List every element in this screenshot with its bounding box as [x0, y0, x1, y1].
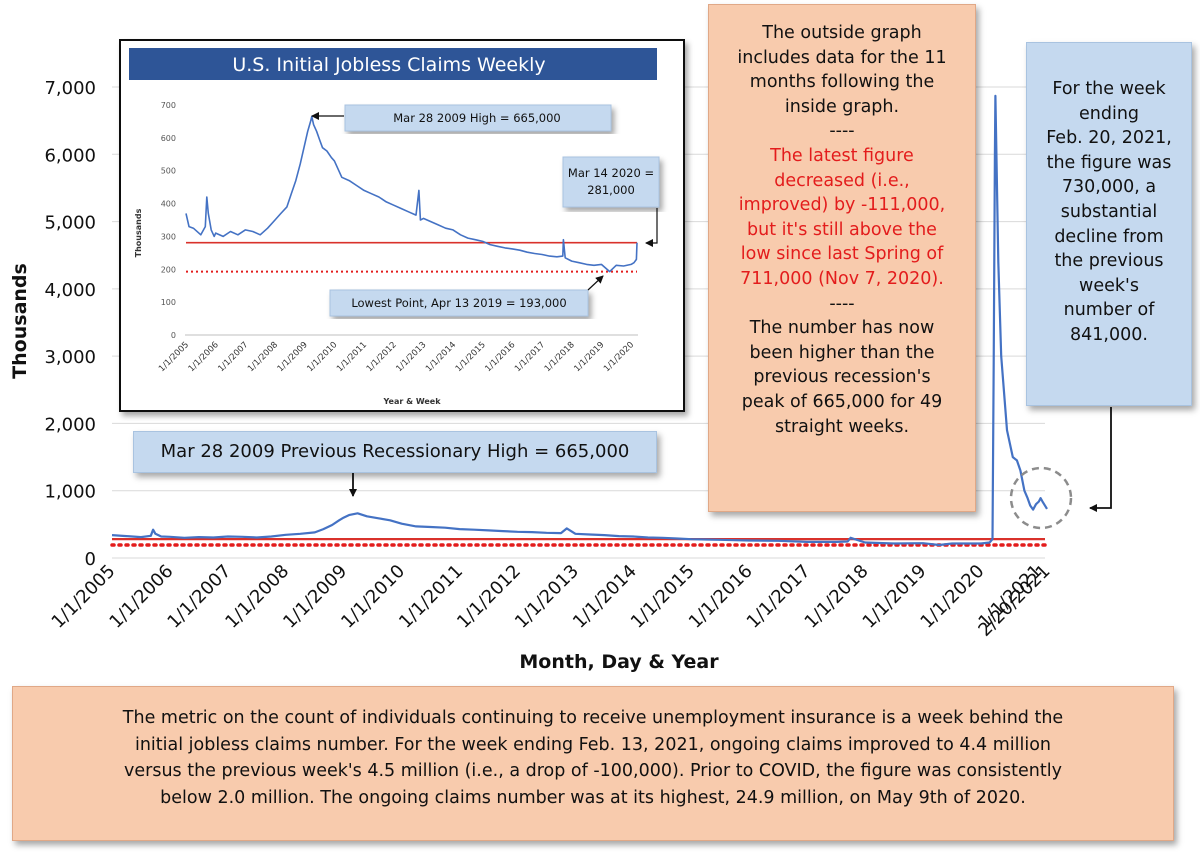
inset-low-label: Lowest Point, Apr 13 2019 = 193,000 [351, 296, 566, 310]
center-note-red-line: improved) by -111,000, [738, 195, 946, 216]
inset-high-label: Mar 28 2009 High = 665,000 [393, 111, 561, 125]
center-note-red-line: low since last Spring of [740, 244, 944, 265]
inset-y-tick-label: 500 [161, 167, 176, 176]
inset-mar14-arrow [645, 208, 658, 247]
center-note-line: straight weeks. [774, 416, 910, 437]
right-note-line: 841,000. [1070, 324, 1148, 345]
right-note-line: Feb. 20, 2021, [1046, 128, 1172, 149]
center-note-red-line: The latest figure [770, 145, 914, 166]
inset-mar14-label-line: 281,000 [587, 183, 635, 197]
right-note-line: substantial [1060, 201, 1158, 222]
outer-y-tick-label: 2,000 [44, 414, 96, 435]
center-note-separator: ---- [829, 293, 855, 314]
inset-mar14-label-box [562, 156, 660, 208]
center-note-line: previous recession's [753, 367, 931, 388]
inset-y-tick-label: 600 [161, 134, 176, 143]
inset-frame [119, 39, 685, 412]
continuing-claims-note: The metric on the count of individuals c… [12, 686, 1174, 841]
center-note-line: The outside graph [762, 23, 922, 43]
outer-graph-explanation-note: The outside graph includes data for the … [708, 4, 976, 512]
center-note-line: months following the [749, 72, 935, 93]
center-note-line: been higher than the [749, 342, 935, 363]
bottom-note-line: versus the previous week's 4.5 million (… [124, 761, 1062, 781]
outer-y-tick-label: 1,000 [44, 482, 96, 503]
outer-y-tick-label: 4,000 [44, 280, 96, 301]
latest-figure-arrow [1089, 407, 1112, 512]
outer-y-axis: 0 1,000 2,000 3,000 4,000 5,000 6,000 7,000 [44, 78, 96, 570]
right-note-line: For the week [1052, 79, 1166, 99]
outer-y-tick-label: 7,000 [44, 78, 96, 99]
recession-high-label: Mar 28 2009 Previous Recessionary High =… [133, 431, 657, 473]
right-note-line: number of [1063, 300, 1155, 321]
inset-y-tick-label: 200 [161, 265, 176, 274]
outer-x-axis: 1/1/20051/1/20061/1/20071/1/20081/1/2009… [48, 561, 1055, 641]
outer-reference-lines [110, 537, 1047, 547]
right-note-line: decline from [1054, 226, 1164, 247]
center-note-red-line: but it's still above the [747, 219, 937, 240]
outer-x-axis-title: Month, Day & Year [519, 651, 719, 673]
recession-high-text: Mar 28 2009 Previous Recessionary High =… [160, 441, 630, 462]
right-note-line: 730,000, a [1061, 177, 1157, 198]
bottom-note-line: below 2.0 million. The ongoing claims nu… [160, 787, 1026, 808]
center-note-separator: ---- [829, 121, 855, 142]
outer-y-tick-label: 5,000 [44, 213, 96, 234]
inset-high-label-box [344, 104, 612, 132]
inset-y-axis-title: Thousands [134, 208, 143, 257]
inset-mar14-label: Mar 14 2020 = 281,000 [568, 166, 654, 197]
inset-title-bar [129, 48, 657, 80]
inset-y-tick-label: 0 [171, 331, 176, 340]
inset-reference-lines [186, 241, 637, 273]
latest-data-highlight-circle [1009, 466, 1073, 530]
outer-claims-line [111, 94, 1048, 547]
center-note-line: includes data for the 11 [737, 47, 947, 68]
center-note-line: The number has now [749, 318, 935, 339]
center-note-line: inside graph. [784, 96, 900, 117]
outer-y-tick-label: 6,000 [44, 145, 96, 166]
inset-y-tick-label: 700 [161, 101, 176, 110]
latest-week-note: For the week ending Feb. 20, 2021, the f… [1026, 42, 1192, 406]
inset-y-axis: 0 100 200 300 400 500 600 700 [161, 101, 176, 340]
outer-y-axis-title: Thousands [9, 263, 31, 379]
right-note-line: the previous [1054, 251, 1164, 272]
inset-low-label-box [329, 289, 589, 317]
bottom-note-line: initial jobless claims number. For the w… [134, 734, 1052, 755]
inset-x-axis-title: Year & Week [382, 397, 441, 406]
inset-low-arrow [587, 275, 604, 291]
inset-y-tick-label: 100 [161, 298, 176, 307]
bottom-note-line: The metric on the count of individuals c… [122, 708, 1064, 728]
outer-x-tick-label: 2/20/2021 [974, 561, 1054, 641]
right-note-line: week's [1079, 275, 1139, 296]
inset-claims-line [185, 115, 638, 273]
inset-mar14-label-line: Mar 14 2020 = [568, 166, 654, 180]
inset-y-tick-label: 300 [161, 232, 176, 241]
center-note-line: peak of 665,000 for 49 [741, 391, 943, 412]
inset-title: U.S. Initial Jobless Claims Weekly [232, 54, 545, 76]
inset-chart: U.S. Initial Jobless Claims Weekly 0 100 2… [119, 39, 685, 412]
right-note-line: ending [1078, 103, 1140, 124]
inset-y-tick-label: 400 [161, 200, 176, 209]
outer-y-tick-label: 0 [85, 549, 96, 570]
right-note-line: the figure was [1046, 152, 1172, 173]
outer-y-tick-label: 3,000 [44, 347, 96, 368]
center-note-red-line: decreased (i.e., [774, 170, 910, 191]
center-note-red-line: 711,000 (Nov 7, 2020). [740, 268, 944, 289]
